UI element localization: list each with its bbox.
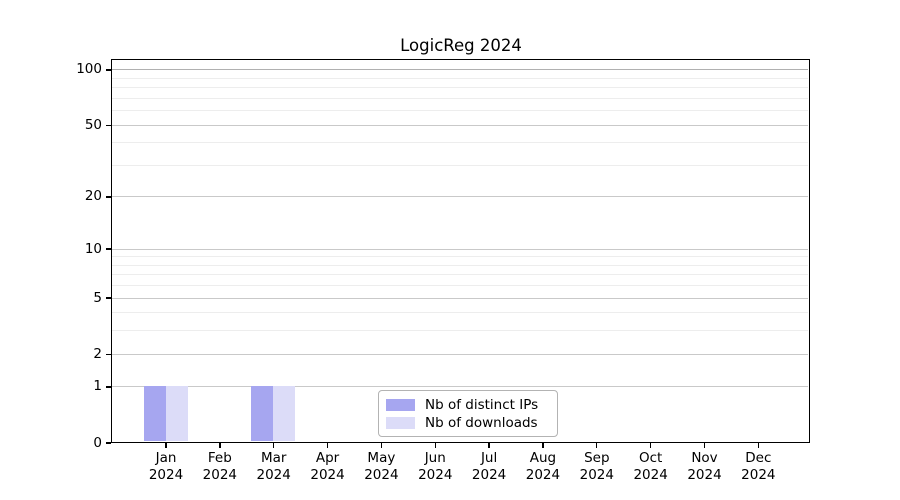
y-tick-label-2: 2 xyxy=(93,345,102,362)
y-tick-mark-100 xyxy=(106,69,111,71)
bar-jan-downloads xyxy=(165,386,188,441)
x-tick-mark-dec xyxy=(757,443,760,448)
x-tick-label-oct: Oct 2024 xyxy=(619,450,683,483)
chart-title: LogicReg 2024 xyxy=(400,36,522,55)
x-tick-month: Apr xyxy=(315,450,340,466)
y-tick-label-1: 1 xyxy=(93,378,102,395)
y-tick-mark-10 xyxy=(106,248,111,250)
x-tick-mark-apr xyxy=(326,443,329,448)
x-tick-month: Sep xyxy=(584,450,610,466)
x-tick-year: 2024 xyxy=(364,466,399,483)
x-tick-label-jul: Jul 2024 xyxy=(457,450,521,483)
x-tick-year: 2024 xyxy=(310,466,345,483)
x-tick-month: Aug xyxy=(529,450,557,466)
x-tick-mark-feb xyxy=(219,443,221,448)
x-tick-mark-jul xyxy=(488,443,490,448)
x-tick-year: 2024 xyxy=(148,466,184,483)
y-tick-mark-50 xyxy=(106,124,111,126)
x-tick-label-mar: Mar 2024 xyxy=(242,450,306,483)
gridline-minor-3 xyxy=(112,330,808,332)
x-tick-year: 2024 xyxy=(418,466,453,483)
gridline-minor-90 xyxy=(112,77,808,79)
gridline-minor-80 xyxy=(112,87,808,89)
y-tick-mark-0 xyxy=(106,442,111,444)
x-tick-month: Jan xyxy=(155,450,177,466)
x-tick-mark-aug xyxy=(542,443,544,448)
y-tick-label-5: 5 xyxy=(93,289,102,306)
gridline-minor-40 xyxy=(112,142,808,144)
x-tick-mark-jun xyxy=(434,443,436,448)
y-tick-mark-20 xyxy=(106,196,111,198)
x-tick-mark-jan xyxy=(165,443,167,448)
x-tick-label-dec: Dec 2024 xyxy=(726,450,790,483)
x-tick-label-may: May 2024 xyxy=(349,450,413,483)
x-tick-month: Feb xyxy=(207,450,232,466)
y-tick-label-50: 50 xyxy=(84,116,102,133)
x-tick-month: May xyxy=(367,450,396,466)
gridline-major-100 xyxy=(112,69,808,71)
x-tick-year: 2024 xyxy=(202,466,238,483)
x-tick-mark-may xyxy=(380,443,383,448)
y-tick-label-20: 20 xyxy=(84,188,102,205)
x-tick-year: 2024 xyxy=(256,466,291,483)
x-tick-label-aug: Aug 2024 xyxy=(511,450,575,483)
x-tick-month: Oct xyxy=(638,450,663,466)
x-tick-mark-sep xyxy=(596,443,598,448)
x-tick-year: 2024 xyxy=(525,466,561,483)
gridline-minor-30 xyxy=(112,164,808,166)
gridline-minor-7 xyxy=(112,274,808,276)
gridline-major-5 xyxy=(112,297,808,299)
x-tick-label-sep: Sep 2024 xyxy=(565,450,629,483)
x-tick-mark-nov xyxy=(703,443,706,448)
gridline-minor-8 xyxy=(112,264,808,266)
y-tick-mark-2 xyxy=(106,353,111,355)
y-tick-label-10: 10 xyxy=(84,240,102,257)
x-tick-month: Dec xyxy=(745,450,772,466)
bar-jan-distinct-ips xyxy=(143,386,166,441)
bar-mar-distinct-ips xyxy=(251,386,274,441)
legend: Nb of distinct IPs Nb of downloads xyxy=(378,390,558,437)
legend-item-distinct-ips: Nb of distinct IPs xyxy=(386,396,551,414)
gridline-major-20 xyxy=(112,196,808,198)
gridline-minor-6 xyxy=(112,285,808,287)
gridline-major-2 xyxy=(112,353,808,355)
x-tick-label-jan: Jan 2024 xyxy=(134,450,198,483)
y-tick-mark-5 xyxy=(106,297,111,299)
legend-swatch-downloads xyxy=(386,417,415,429)
y-tick-label-0: 0 xyxy=(93,434,102,451)
x-tick-year: 2024 xyxy=(741,466,776,483)
x-tick-month: Mar xyxy=(260,450,287,466)
x-tick-year: 2024 xyxy=(579,466,614,483)
x-tick-label-nov: Nov 2024 xyxy=(673,450,737,483)
gridline-major-10 xyxy=(112,248,808,250)
y-tick-label-100: 100 xyxy=(76,61,102,78)
x-tick-label-jun: Jun 2024 xyxy=(403,450,467,483)
x-tick-mark-oct xyxy=(649,443,652,448)
x-tick-month: Jul xyxy=(480,450,498,466)
y-tick-mark-1 xyxy=(106,386,111,388)
x-tick-label-feb: Feb 2024 xyxy=(188,450,252,483)
plot-area xyxy=(111,59,810,443)
x-tick-year: 2024 xyxy=(687,466,722,483)
legend-item-downloads: Nb of downloads xyxy=(386,414,551,432)
gridline-minor-9 xyxy=(112,256,808,258)
bars-layer xyxy=(112,60,809,442)
gridline-major-50 xyxy=(112,124,808,126)
legend-label: Nb of downloads xyxy=(425,415,538,431)
gridline-minor-60 xyxy=(112,110,808,112)
gridline-minor-4 xyxy=(112,312,808,314)
gridlines-layer xyxy=(112,60,809,442)
legend-swatch-distinct-ips xyxy=(386,399,415,411)
x-tick-label-apr: Apr 2024 xyxy=(296,450,360,483)
x-tick-mark-mar xyxy=(273,443,275,448)
gridline-major-1 xyxy=(112,386,808,388)
x-tick-year: 2024 xyxy=(633,466,668,483)
legend-label: Nb of distinct IPs xyxy=(425,397,539,413)
x-tick-month: Jun xyxy=(424,450,446,466)
bar-mar-downloads xyxy=(273,386,296,441)
gridline-minor-70 xyxy=(112,97,808,99)
x-tick-month: Nov xyxy=(691,450,718,466)
x-tick-year: 2024 xyxy=(471,466,507,483)
